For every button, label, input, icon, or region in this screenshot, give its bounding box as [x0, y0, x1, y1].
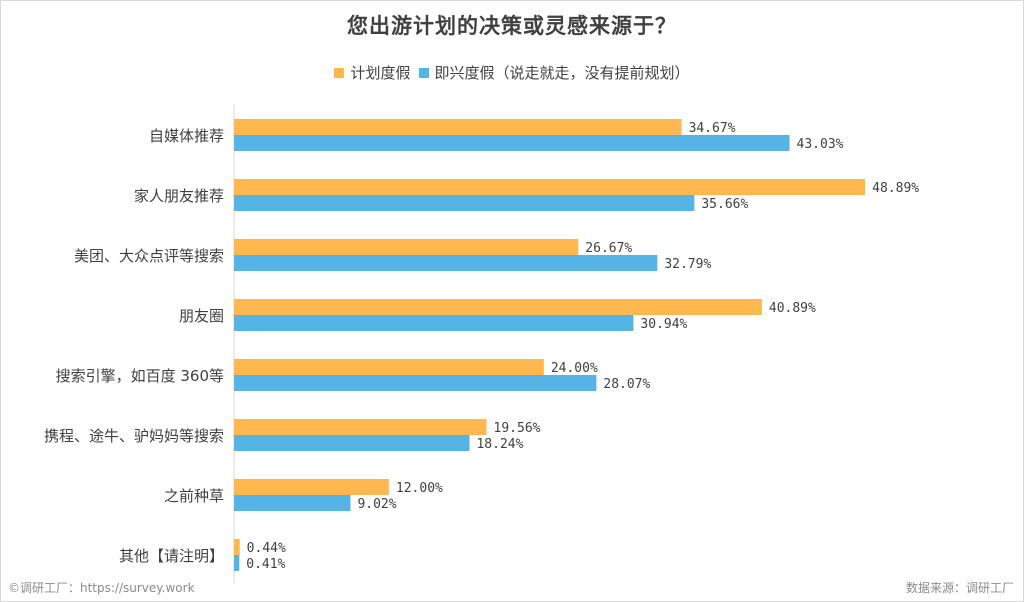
category-label: 搜索引擎，如百度 360等: [55, 367, 224, 385]
bar-impromptu: [234, 555, 240, 571]
data-label-planned: 0.44%: [247, 541, 286, 556]
category-label: 其他【请注明】: [118, 547, 224, 565]
category-label: 携程、途牛、驴妈妈等搜索: [43, 427, 224, 445]
category-label: 朋友圈: [178, 307, 224, 325]
data-label-planned: 40.89%: [769, 301, 816, 316]
data-label-impromptu: 35.66%: [701, 197, 748, 212]
bar-impromptu: [234, 435, 470, 451]
data-label-planned: 48.89%: [872, 181, 919, 196]
bar-impromptu: [234, 495, 351, 511]
footer-copyright: ©调研工厂：https://survey.work: [8, 581, 195, 595]
bar-planned: [234, 299, 762, 315]
data-label-planned: 24.00%: [551, 361, 598, 376]
bar-planned: [234, 419, 487, 435]
legend-swatch-planned: [334, 67, 345, 78]
data-label-planned: 12.00%: [396, 481, 443, 496]
bar-planned: [234, 239, 579, 255]
bar-impromptu: [234, 135, 790, 151]
data-label-impromptu: 43.03%: [797, 137, 844, 152]
bar-planned: [234, 359, 544, 375]
data-label-impromptu: 28.07%: [603, 377, 650, 392]
data-label-impromptu: 18.24%: [476, 437, 523, 452]
category-label: 美团、大众点评等搜索: [73, 247, 224, 265]
data-label-impromptu: 9.02%: [357, 497, 396, 512]
bar-impromptu: [234, 255, 658, 271]
legend-label-planned: 计划度假: [350, 64, 411, 82]
data-label-impromptu: 0.41%: [246, 557, 285, 572]
legend-label-impromptu: 即兴度假（说走就走，没有提前规划）: [434, 64, 690, 82]
legend-item-planned: 计划度假: [334, 62, 411, 83]
bar-impromptu: [234, 315, 634, 331]
data-label-impromptu: 32.79%: [664, 257, 711, 272]
data-label-impromptu: 30.94%: [640, 317, 687, 332]
chart-title: 您出游计划的决策或灵感来源于？: [347, 14, 677, 38]
data-label-planned: 34.67%: [689, 121, 736, 136]
category-label: 自媒体推荐: [148, 127, 224, 145]
bar-planned: [234, 539, 240, 555]
data-label-planned: 26.67%: [585, 241, 632, 256]
category-label: 之前种草: [163, 487, 224, 505]
legend-swatch-impromptu: [418, 67, 429, 78]
legend-item-impromptu: 即兴度假（说走就走，没有提前规划）: [418, 62, 690, 83]
data-label-planned: 19.56%: [494, 421, 541, 436]
category-label: 家人朋友推荐: [133, 187, 224, 205]
bar-planned: [234, 119, 682, 135]
bar-impromptu: [234, 375, 597, 391]
footer-data-source: 数据来源：调研工厂: [905, 581, 1014, 595]
bar-planned: [234, 179, 866, 195]
bar-planned: [234, 479, 389, 495]
bar-impromptu: [234, 195, 695, 211]
chart-legend: 计划度假 即兴度假（说走就走，没有提前规划）: [0, 62, 1024, 83]
